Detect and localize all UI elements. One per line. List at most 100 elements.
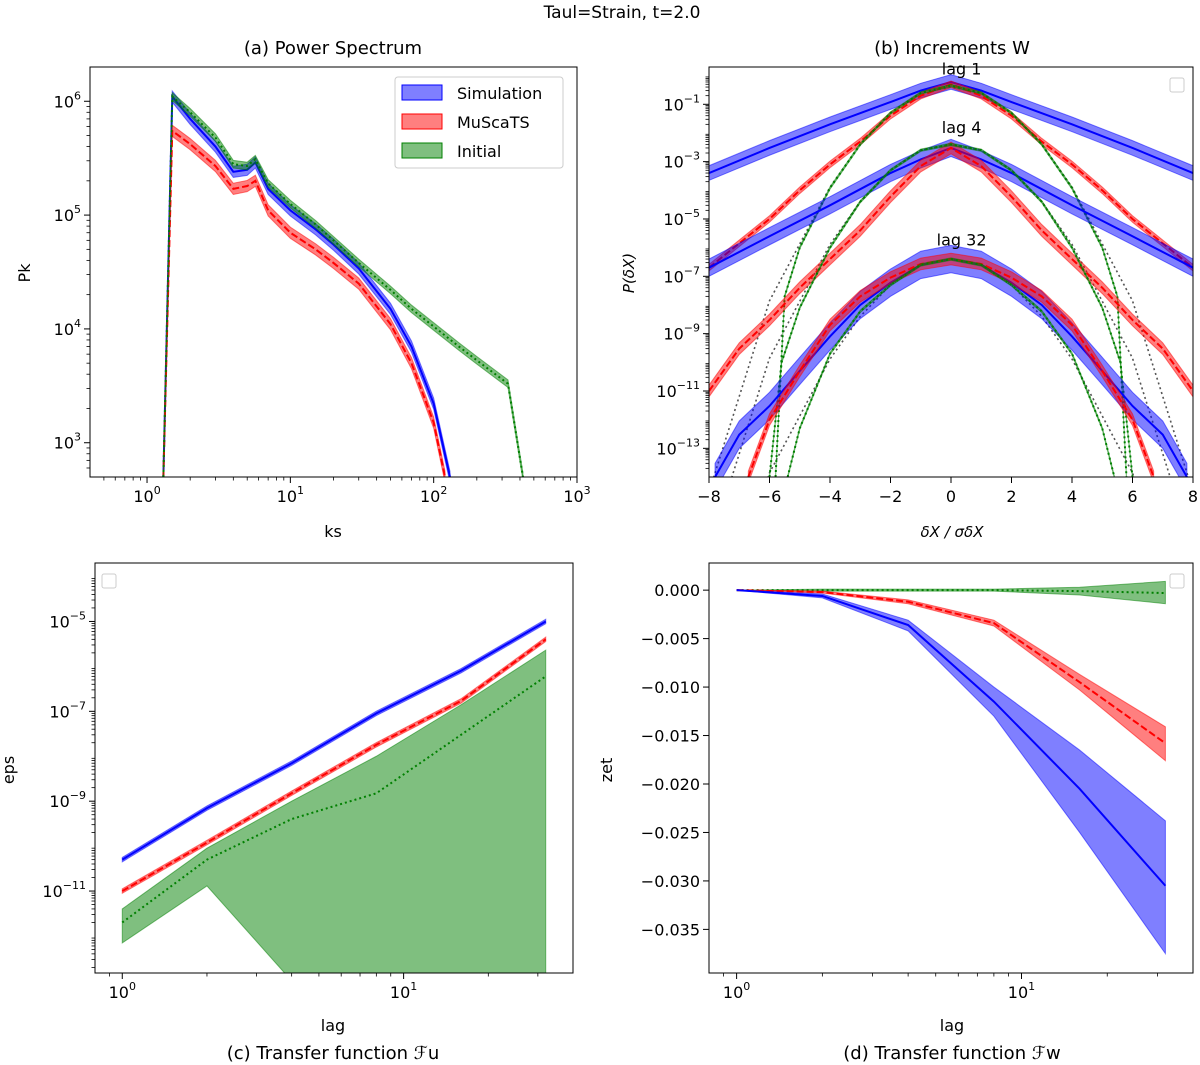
legend-swatch-muscats [401,113,443,130]
tick-label: 10−7 [663,264,700,286]
series-line-initial-8 [768,143,1134,477]
tick-label: −0.030 [641,872,700,891]
band-initial-2 [162,91,524,477]
series-line-simulation-0 [162,93,451,477]
tick-label: −0.025 [641,823,700,842]
series-line-simulation-2 [736,589,1167,887]
tick-exponent: 5 [74,203,81,216]
panel-a-ylabel: Pk [15,263,34,283]
tick-exponent: −7 [684,264,700,277]
tick-label: 104 [54,317,81,339]
tick-base: 10 [390,983,410,1002]
annotation-lag: lag 4 [942,118,982,137]
tick-base: 10 [656,382,676,401]
tick-label: 0 [946,487,956,506]
tick-exponent: 3 [74,431,81,444]
panel-b-xlabel: δX / σδX [920,523,984,541]
tick-label: −4 [818,487,842,506]
tick-label: 8 [1188,487,1198,506]
tick-exponent: −11 [677,379,700,392]
tick-label: 10−5 [663,207,700,229]
tick-label: 6 [1127,487,1137,506]
series-line-muscats-1 [121,638,547,892]
tick-exponent: −9 [70,789,86,802]
tick-exponent: 0 [129,980,136,993]
tick-label: −8 [697,487,721,506]
tick-label: 10−11 [656,379,700,401]
tick-label: −2 [879,487,903,506]
tick-base: 10 [49,792,69,811]
band-initial-0 [736,580,1166,605]
tick-label: 4 [1067,487,1077,506]
band-initial-11 [787,257,1115,477]
legend-label-simulation: Simulation [457,84,542,103]
legend-swatch-simulation [401,84,443,101]
series-line-muscats-1 [162,128,447,477]
tick-base: 10 [420,487,440,506]
tick-base: 10 [656,439,676,458]
tick-base: 10 [663,95,683,114]
tick-label: 103 [563,484,590,506]
tick-exponent: −9 [684,322,700,335]
annotation-lag: lag 1 [942,59,982,78]
tick-exponent: 6 [74,89,81,102]
tick-label: 106 [54,89,81,111]
band-simulation-3 [709,74,1193,181]
tick-label: −0.005 [641,630,700,649]
panel-d-ylabel: zet [597,758,616,783]
tick-exponent: −3 [684,150,700,163]
tick-base: 10 [54,206,74,225]
tick-label: 101 [1008,980,1035,1002]
tick-base: 10 [1008,983,1028,1002]
tick-label: 100 [133,484,160,506]
tick-label: 10−1 [663,92,700,114]
tick-label: −0.015 [641,727,700,746]
plot-area [736,580,1167,956]
tick-label: 102 [420,484,447,506]
tick-label: −0.020 [641,775,700,794]
tick-label: 103 [54,431,81,453]
tick-base: 10 [663,267,683,286]
series-line-muscats-1 [736,589,1166,745]
tick-exponent: −13 [677,436,700,449]
tick-exponent: 0 [154,484,161,497]
tick-exponent: −5 [70,609,86,622]
tick-label: −0.010 [641,678,700,697]
tick-label: 10−9 [663,322,700,344]
tick-exponent: 2 [440,484,447,497]
panel-d-title: (d) Transfer function ℱw [843,1043,1060,1064]
tick-label: 10−11 [42,879,86,901]
tick-base: 10 [49,702,69,721]
tick-base: 10 [133,487,153,506]
tick-base: 10 [54,434,74,453]
tick-base: 10 [563,487,583,506]
tick-exponent: 4 [74,317,81,330]
panel-d: lag (d) Transfer function ℱw zet 100 1010… [597,562,1194,1064]
legend-swatch-initial [401,142,443,159]
band-initial-0 [121,649,547,973]
series-line-simulation-2 [121,620,547,861]
tick-base: 10 [109,983,129,1002]
tick-label: 2 [1006,487,1016,506]
panel-b-legend-frame [1169,77,1185,93]
tick-label: 101 [277,484,304,506]
panel-b-plot: −8 −6 −4 −2 0 2 4 6 810−1310−1110−910−710−510−31… [656,59,1198,506]
panel-d-xlabel: lag [940,1016,964,1035]
panel-c-ylabel: eps [0,756,18,784]
tick-label: 100 [723,980,750,1002]
tick-label: 10−9 [49,789,86,811]
axes-frame [94,562,574,974]
tick-exponent: 0 [743,980,750,993]
panel-d-plot: 100 1010.000−0.005−0.010−0.015−0.020−0.02… [641,562,1194,1002]
series-line-reference-2 [767,258,1135,477]
tick-label: 105 [54,203,81,225]
tick-label: 100 [109,980,136,1002]
panel-c-xlabel: lag [321,1016,345,1035]
band-simulation-2 [736,589,1166,956]
plot-area [162,89,524,477]
band-simulation-9 [714,244,1188,477]
legend-label-initial: Initial [457,142,501,161]
panel-d-legend-frame [1169,573,1185,589]
series-line-initial-5 [774,84,1128,477]
